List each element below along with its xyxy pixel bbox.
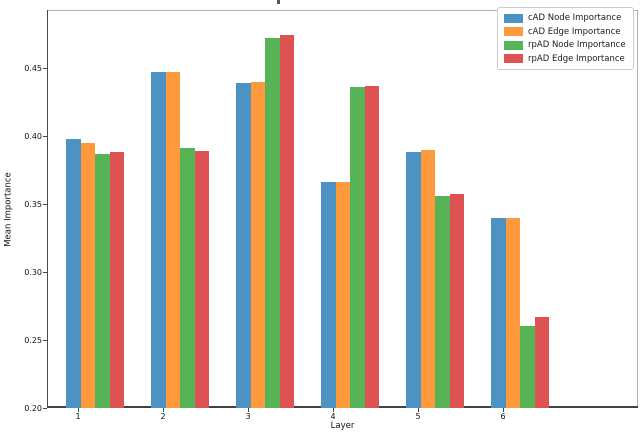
bar — [534, 316, 549, 408]
y-tick-label: 0.25 — [24, 335, 42, 345]
y-tick-label: 0.35 — [24, 199, 42, 209]
legend-item: cAD Node Importance — [504, 13, 626, 23]
bar — [520, 326, 535, 408]
y-tick-mark — [43, 339, 47, 341]
top-spine — [47, 10, 638, 11]
bar — [364, 85, 379, 408]
legend-item: cAD Edge Importance — [504, 27, 626, 37]
bar — [435, 195, 450, 408]
x-tick-mark — [418, 408, 419, 412]
bar — [265, 38, 280, 408]
legend-item: rpAD Node Importance — [504, 40, 626, 50]
y-tick-label: 0.20 — [24, 403, 42, 413]
x-tick-mark — [78, 408, 79, 412]
x-tick-mark — [333, 408, 334, 412]
y-tick-mark — [43, 135, 47, 137]
y-tick-mark — [43, 271, 47, 273]
y-tick-mark — [43, 407, 47, 409]
bar — [180, 148, 195, 408]
bar — [406, 152, 421, 408]
bar — [350, 87, 365, 408]
bar — [151, 72, 166, 408]
bar — [449, 194, 464, 408]
x-tick-mark — [163, 408, 164, 412]
legend-swatch — [504, 54, 523, 63]
plot-area: 0.20 0.25 0.30 0.35 0.40 0.45 1 2 3 4 5 6 — [24, 10, 638, 421]
right-spine — [637, 10, 638, 408]
bar — [236, 82, 251, 408]
bar — [250, 81, 265, 408]
y-tick-mark — [43, 203, 47, 205]
x-tick-label: 5 — [415, 412, 421, 421]
bar — [420, 149, 435, 408]
x-axis-label: Layer — [330, 421, 355, 431]
bar — [194, 150, 209, 408]
bar — [279, 35, 294, 408]
legend-label: cAD Node Importance — [528, 13, 622, 23]
y-tick-label: 0.40 — [24, 131, 42, 141]
x-tick-label: 6 — [500, 412, 506, 421]
bar — [165, 72, 180, 408]
legend-label: cAD Edge Importance — [528, 26, 621, 37]
legend-swatch — [504, 27, 523, 36]
y-axis-spine — [47, 10, 48, 408]
y-tick-mark — [43, 67, 47, 69]
legend-swatch — [504, 13, 523, 23]
x-tick-label: 2 — [160, 412, 166, 421]
bar — [66, 138, 81, 408]
legend-label: rpAD Edge Importance — [528, 53, 625, 64]
y-tick-label: 0.45 — [24, 63, 42, 73]
x-tick-label: 1 — [75, 412, 81, 421]
legend: cAD Node Importance cAD Edge Importance rp… — [497, 7, 634, 70]
bar — [335, 182, 350, 408]
bar — [491, 217, 506, 408]
y-tick-label: 0.30 — [24, 267, 42, 277]
legend-swatch — [504, 40, 523, 50]
y-axis-label: Mean Importance — [3, 172, 14, 247]
bar — [80, 142, 95, 408]
bar — [505, 217, 520, 408]
legend-item: rpAD Edge Importance — [504, 54, 626, 64]
bar — [95, 153, 110, 408]
bar — [109, 152, 124, 408]
clipped-title-fragment — [277, 0, 280, 4]
legend-label: rpAD Node Importance — [528, 40, 626, 50]
x-tick-mark — [248, 408, 249, 412]
x-tick-label: 3 — [245, 412, 251, 421]
bar — [321, 182, 336, 408]
x-tick-label: 4 — [330, 412, 336, 421]
x-tick-mark — [503, 408, 504, 412]
